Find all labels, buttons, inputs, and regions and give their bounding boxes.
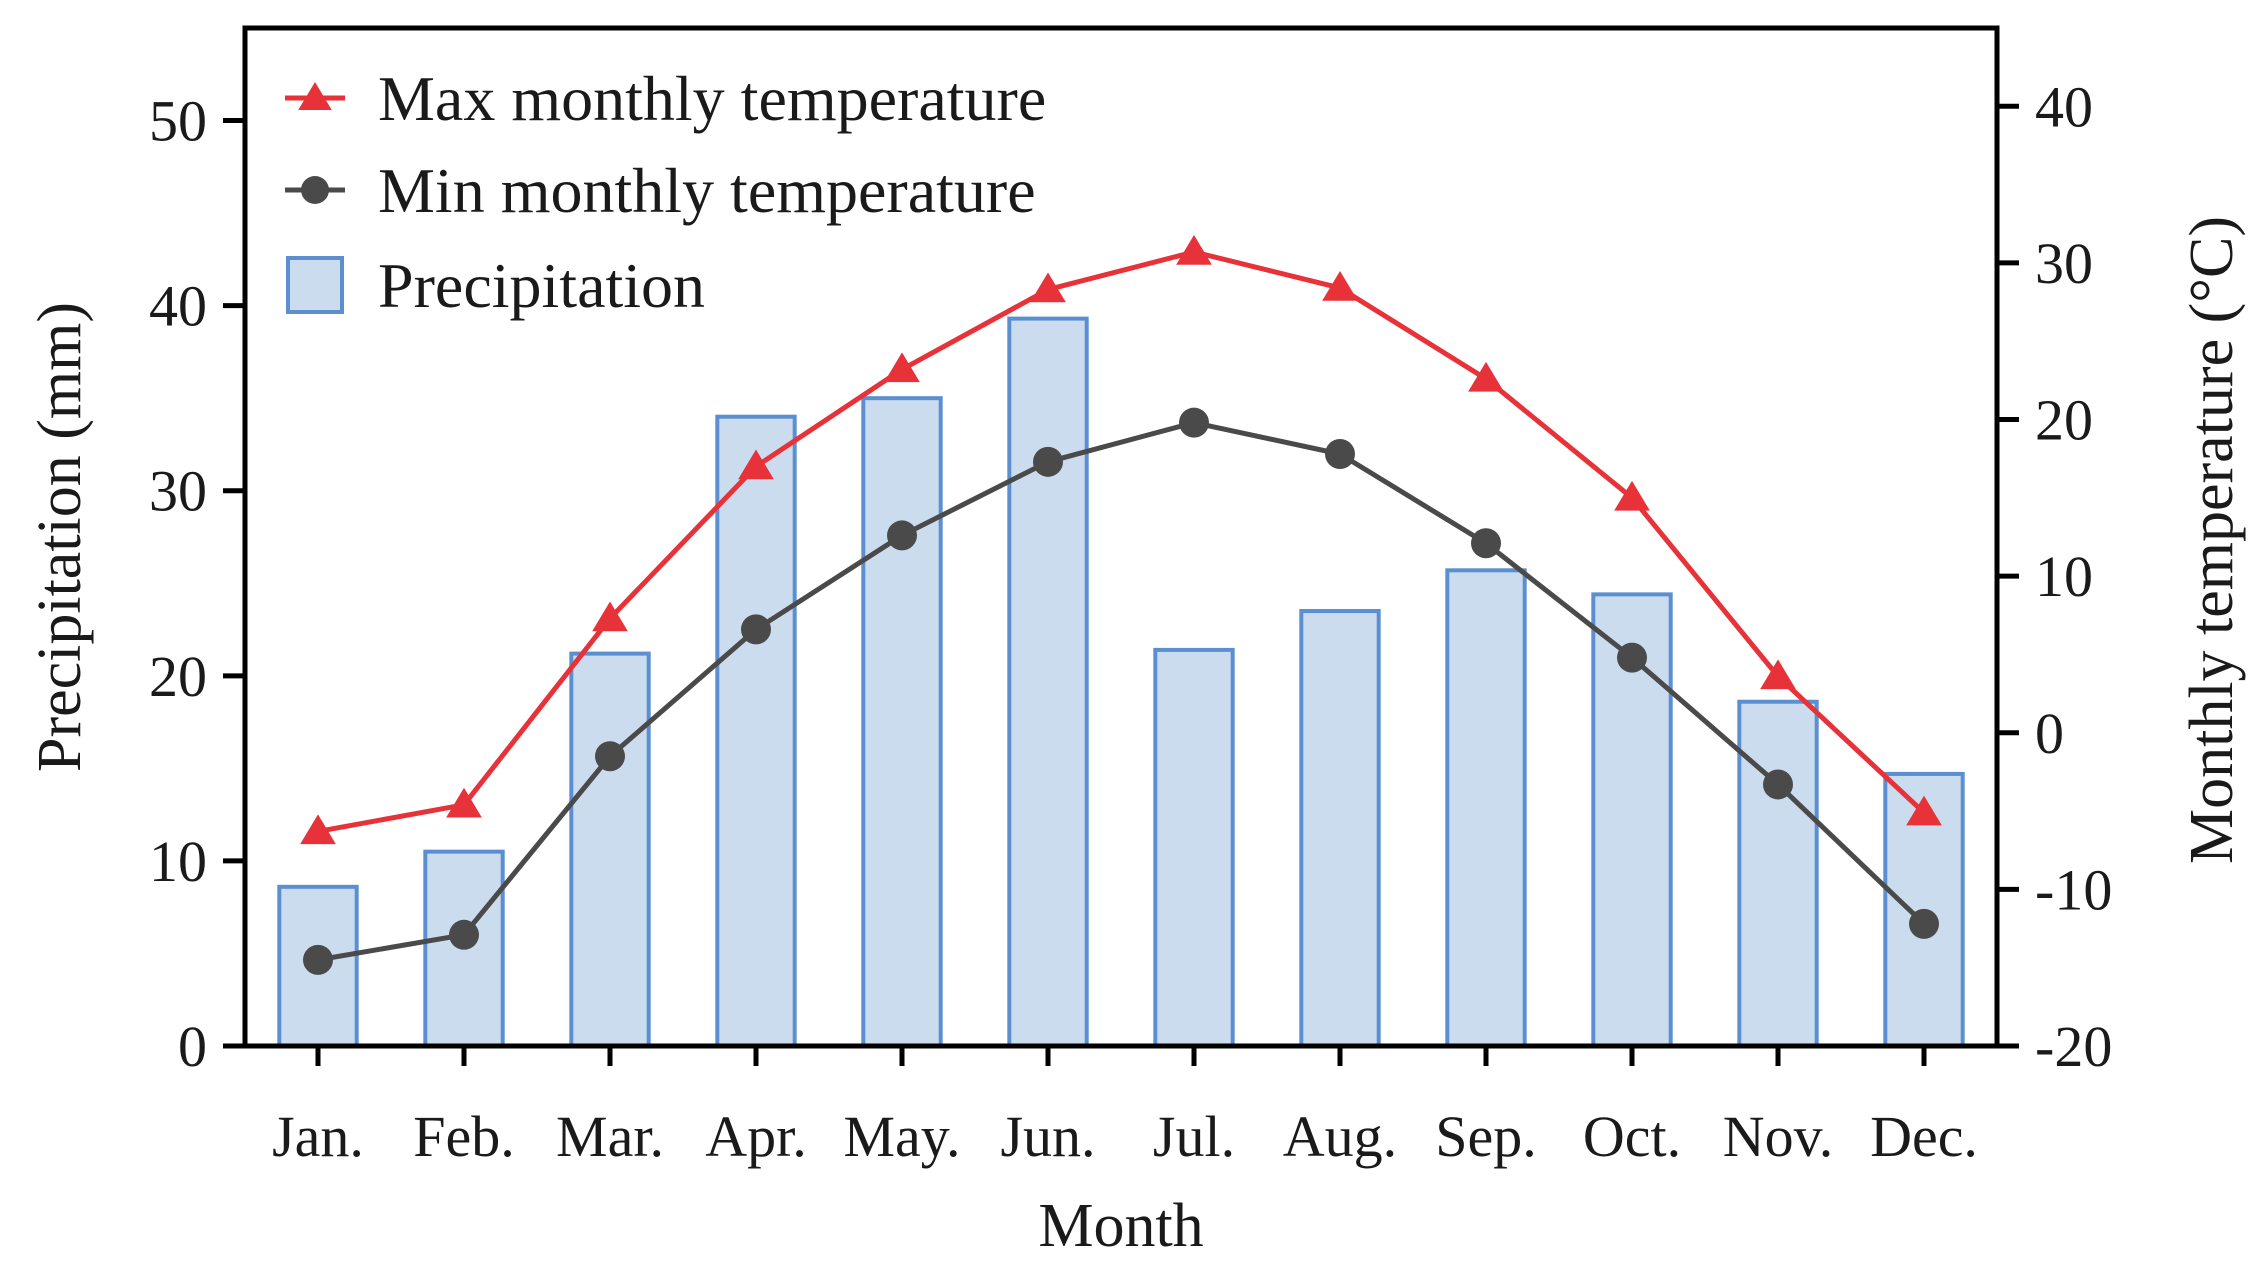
min-temperature-point-7 — [1179, 407, 1209, 438]
min-temperature-point-3 — [595, 741, 625, 772]
x-tick-label: Nov. — [1723, 1104, 1834, 1169]
min-temperature-point-5 — [887, 520, 917, 551]
x-axis-title: Month — [1038, 1192, 1203, 1260]
legend-bar-swatch — [286, 256, 344, 314]
y-tick-label: 40 — [149, 274, 207, 339]
min-temperature-point-4 — [741, 614, 771, 645]
precipitation-bar-3 — [569, 651, 651, 1049]
plot-frame — [242, 25, 2000, 1049]
max-temperature-point-1 — [300, 814, 336, 845]
legend-triangle-marker — [298, 82, 332, 110]
x-tick-label: Dec. — [1870, 1104, 1978, 1169]
min-temperature-point-9 — [1471, 528, 1501, 559]
legend-item-3: Precipitation — [286, 250, 705, 321]
y-tick-label: 10 — [149, 829, 207, 894]
min-temperature-point-1 — [303, 944, 333, 975]
y-tick-label: 20 — [149, 644, 207, 709]
x-tick-label: Jul. — [1153, 1104, 1235, 1169]
y-tick-label: 50 — [149, 89, 207, 154]
legend-label: Min monthly temperature — [378, 155, 1036, 226]
min-temperature-point-12 — [1909, 908, 1939, 939]
precipitation-bar-8 — [1299, 609, 1381, 1048]
max-temperature-point-2 — [446, 787, 482, 818]
precipitation-bar-6 — [1007, 316, 1089, 1048]
max-temperature-point-10 — [1614, 480, 1650, 511]
legend-item-1: Max monthly temperature — [285, 63, 1046, 134]
precipitation-bar-11 — [1737, 699, 1819, 1048]
max-temperature-point-11 — [1760, 659, 1796, 690]
x-tick-label: May. — [843, 1104, 960, 1169]
y-axis-title-left: Precipitation (mm) — [26, 302, 94, 772]
legend-circle-marker — [301, 176, 329, 204]
y2-tick-label: 40 — [2035, 74, 2093, 139]
max-temperature-point-3 — [592, 601, 628, 632]
min-temperature-point-8 — [1325, 438, 1355, 469]
min-temperature-point-11 — [1763, 769, 1793, 800]
y2-tick-label: 10 — [2035, 544, 2093, 609]
y2-tick-label: -20 — [2035, 1014, 2112, 1079]
axes: 0 10 20 30 40 50 -20 -10 0 10 20 30 40 Jan. Feb. Mar. Ap… — [149, 74, 2112, 1169]
x-tick-label: Apr. — [705, 1104, 807, 1169]
y2-tick-label: -10 — [2035, 857, 2112, 922]
x-tick-label: Jun. — [1000, 1104, 1095, 1169]
y2-tick-label: 0 — [2035, 701, 2064, 766]
legend-item-2: Min monthly temperature — [285, 155, 1036, 226]
max-temperature-point-12 — [1906, 795, 1942, 826]
max-temperature-point-4 — [738, 449, 774, 480]
max-temperature-line — [317, 249, 1926, 834]
min-temperature-point-10 — [1617, 642, 1647, 673]
precipitation-bars — [277, 316, 1965, 1049]
x-tick-label: Oct. — [1583, 1104, 1681, 1169]
x-tick-label: Mar. — [556, 1104, 664, 1169]
x-tick-label: Feb. — [413, 1104, 515, 1169]
y2-tick-label: 30 — [2035, 231, 2093, 296]
max-temperature-point-6 — [1030, 272, 1066, 303]
max-temperature-point-9 — [1468, 361, 1504, 392]
legend-label: Max monthly temperature — [378, 63, 1046, 134]
x-tick-label: Aug. — [1283, 1104, 1397, 1169]
min-temperature-point-6 — [1033, 446, 1063, 477]
y2-tick-label: 20 — [2035, 388, 2093, 453]
x-tick-label: Jan. — [272, 1104, 364, 1169]
x-tick-label: Sep. — [1435, 1104, 1537, 1169]
precipitation-bar-4 — [715, 414, 797, 1048]
min-temperature-line — [317, 420, 1926, 963]
max-temperature-point-8 — [1322, 270, 1358, 301]
precipitation-bar-9 — [1445, 568, 1527, 1048]
min-temperature-point-2 — [449, 919, 479, 950]
y-tick-label: 0 — [178, 1014, 207, 1079]
precipitation-bar-7 — [1153, 647, 1235, 1048]
y-tick-label: 30 — [149, 459, 207, 524]
precipitation-bar-5 — [861, 396, 943, 1048]
y-axis-title-right: Monthly temperature (°C) — [2178, 216, 2246, 864]
legend: Max monthly temperature Min monthly tempe… — [285, 63, 1046, 321]
max-temperature-point-5 — [884, 352, 920, 383]
temperature-lines — [300, 234, 1942, 975]
max-temperature-point-7 — [1176, 234, 1212, 265]
legend-label: Precipitation — [378, 250, 705, 321]
